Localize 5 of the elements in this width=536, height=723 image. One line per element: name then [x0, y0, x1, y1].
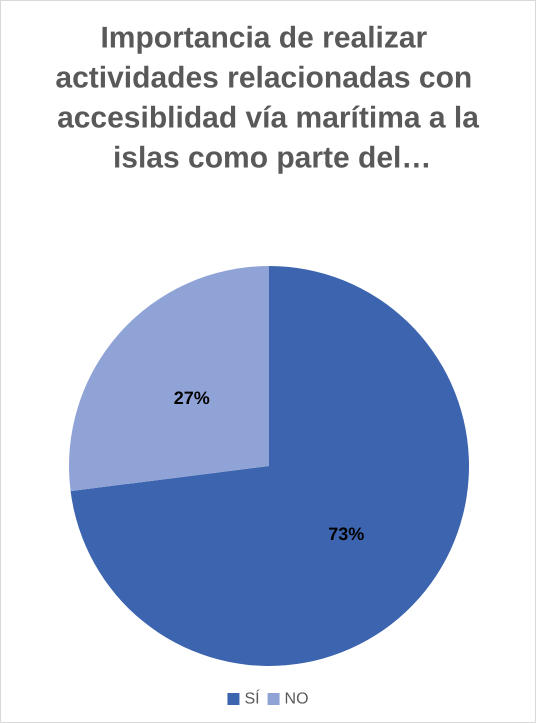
- legend-label: SÍ: [244, 690, 260, 708]
- data-label: 27%: [174, 388, 210, 408]
- data-label: 73%: [328, 524, 364, 544]
- legend-label: NO: [284, 690, 309, 708]
- chart-title: Importancia de realizar actividades relacionadas con accesiblidad vía marítima a la islas como parte del…: [55, 22, 481, 174]
